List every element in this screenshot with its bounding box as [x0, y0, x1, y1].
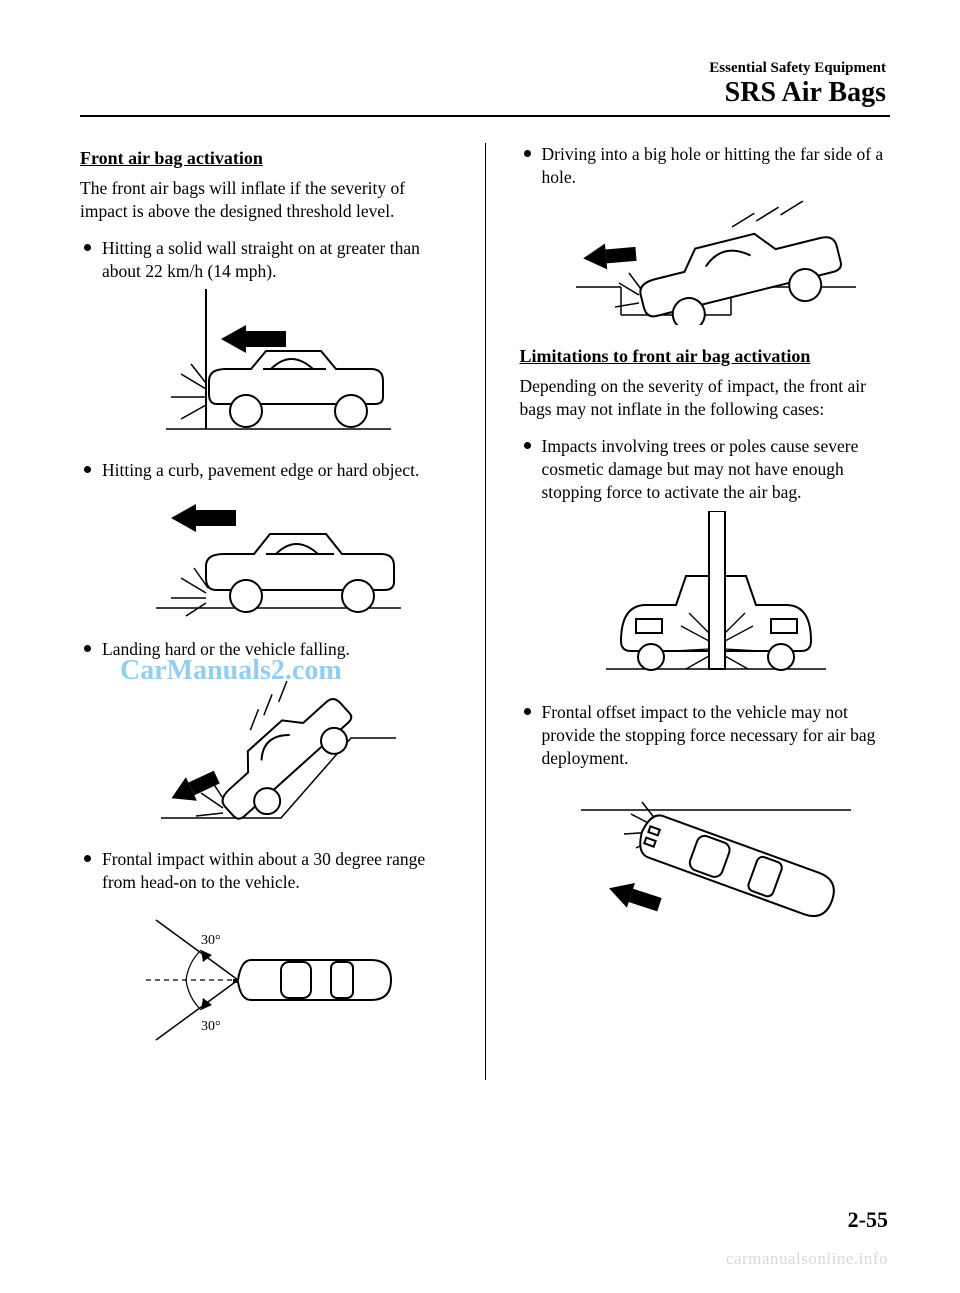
hole-impact-icon	[571, 195, 861, 325]
bullet-text: Hitting a curb, pavement edge or hard ob…	[102, 460, 419, 480]
bullet-item: Landing hard or the vehicle falling.	[80, 638, 451, 833]
left-column: Front air bag activation The front air b…	[80, 143, 451, 1080]
content-columns: Front air bag activation The front air b…	[80, 143, 890, 1080]
curb-impact-icon	[146, 488, 406, 618]
right-intro: Depending on the severity of impact, the…	[520, 375, 891, 421]
bullet-text: Impacts involving trees or poles cause s…	[542, 436, 859, 502]
bullet-text: Driving into a big hole or hitting the f…	[542, 144, 884, 187]
offset-impact-icon	[576, 776, 856, 946]
bullet-item: Frontal offset impact to the vehicle may…	[520, 701, 891, 952]
bullet-text: Hitting a solid wall straight on at grea…	[102, 238, 420, 281]
angle-bot-label: 30°	[201, 1019, 221, 1034]
bullet-text: Frontal impact within about a 30 degree …	[102, 849, 425, 892]
bullet-list-right-2: Impacts involving trees or poles cause s…	[520, 435, 891, 952]
bullet-text: Landing hard or the vehicle falling.	[102, 639, 350, 659]
right-heading: Limitations to front air bag activation	[520, 345, 891, 369]
landing-icon	[151, 668, 401, 828]
bullet-item: Driving into a big hole or hitting the f…	[520, 143, 891, 331]
left-intro: The front air bags will inflate if the s…	[80, 177, 451, 223]
left-heading: Front air bag activation	[80, 147, 451, 171]
header-rule	[80, 115, 890, 117]
bullet-text: Frontal offset impact to the vehicle may…	[542, 702, 876, 768]
section-title: SRS Air Bags	[80, 77, 886, 109]
wall-impact-icon	[151, 289, 401, 439]
figure-landing	[102, 668, 451, 834]
manual-page: Essential Safety Equipment SRS Air Bags …	[0, 0, 960, 1293]
bullet-list-right-1: Driving into a big hole or hitting the f…	[520, 143, 891, 331]
bullet-list-left: Hitting a solid wall straight on at grea…	[80, 237, 451, 1066]
angle-range-icon: 30° 30°	[146, 900, 406, 1060]
right-column: Driving into a big hole or hitting the f…	[520, 143, 891, 1080]
figure-offset-impact	[542, 776, 891, 952]
figure-angle-range: 30° 30°	[102, 900, 451, 1066]
page-number: 2-55	[848, 1207, 888, 1233]
bullet-item: Hitting a curb, pavement edge or hard ob…	[80, 459, 451, 624]
chapter-label: Essential Safety Equipment	[80, 60, 886, 77]
figure-wall-impact	[102, 289, 451, 445]
figure-curb-impact	[102, 488, 451, 624]
bullet-item: Hitting a solid wall straight on at grea…	[80, 237, 451, 445]
watermark-footer: carmanualsonline.info	[726, 1249, 888, 1269]
bullet-item: Impacts involving trees or poles cause s…	[520, 435, 891, 686]
pole-impact-icon	[601, 511, 831, 681]
figure-pole-impact	[542, 511, 891, 687]
page-header: Essential Safety Equipment SRS Air Bags	[80, 60, 890, 109]
bullet-item: Frontal impact within about a 30 degree …	[80, 848, 451, 1066]
angle-top-label: 30°	[201, 933, 221, 948]
column-divider	[485, 143, 486, 1080]
figure-hole-impact	[542, 195, 891, 331]
